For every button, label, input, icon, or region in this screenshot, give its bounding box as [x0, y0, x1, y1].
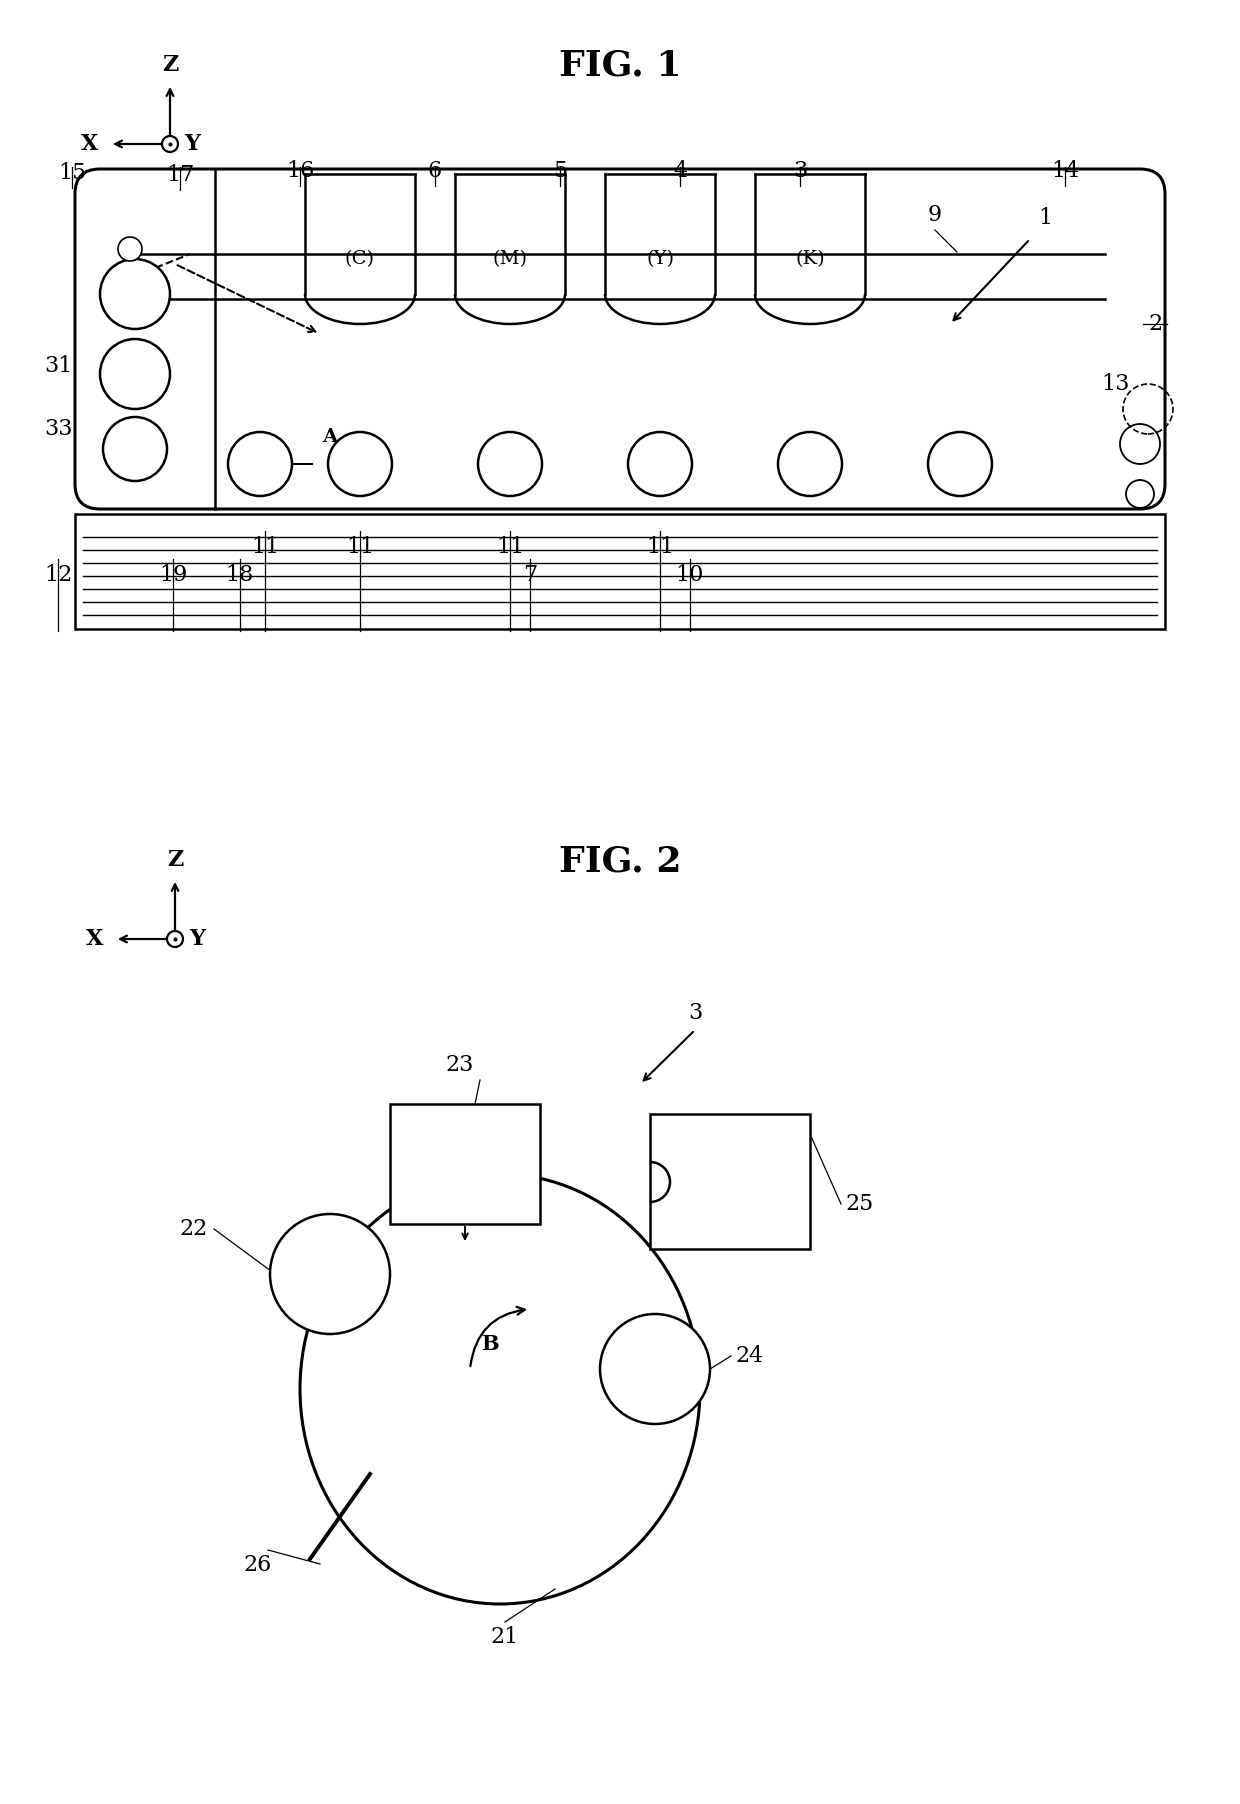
Text: 23: 23: [446, 1054, 474, 1075]
Text: 15: 15: [58, 162, 86, 184]
Text: 1: 1: [1038, 207, 1052, 229]
Ellipse shape: [300, 1174, 701, 1604]
Circle shape: [477, 431, 542, 496]
Text: 13: 13: [1101, 373, 1130, 395]
Circle shape: [118, 236, 143, 262]
Text: Y: Y: [184, 133, 200, 155]
Text: 12: 12: [43, 565, 72, 586]
Text: FIG. 2: FIG. 2: [559, 844, 681, 879]
Text: 33: 33: [43, 419, 72, 440]
Circle shape: [228, 431, 291, 496]
Text: B: B: [481, 1333, 498, 1355]
Text: (C): (C): [345, 251, 374, 269]
Text: Z: Z: [167, 850, 184, 871]
Circle shape: [167, 931, 184, 947]
Text: FIG. 1: FIG. 1: [559, 49, 681, 83]
Text: (K): (K): [795, 251, 825, 269]
Circle shape: [100, 339, 170, 410]
Bar: [650, 1115, 810, 1248]
Circle shape: [928, 431, 992, 496]
Text: 21: 21: [491, 1625, 520, 1649]
Text: 31: 31: [43, 355, 72, 377]
Text: 6: 6: [428, 161, 443, 182]
Text: 8: 8: [136, 305, 150, 327]
Text: (M): (M): [492, 251, 527, 269]
Text: 5: 5: [553, 161, 567, 182]
Circle shape: [270, 1214, 391, 1333]
Circle shape: [103, 417, 167, 482]
Text: (Y): (Y): [646, 251, 675, 269]
Text: 4: 4: [673, 161, 687, 182]
Text: X: X: [81, 133, 98, 155]
Circle shape: [329, 431, 392, 496]
Text: 11: 11: [646, 536, 675, 557]
Text: 3: 3: [688, 1001, 702, 1025]
Text: 10: 10: [676, 565, 704, 586]
Text: 2: 2: [1148, 314, 1162, 336]
FancyBboxPatch shape: [74, 170, 1166, 509]
Circle shape: [600, 1313, 711, 1423]
Text: 26: 26: [244, 1553, 272, 1577]
Circle shape: [1120, 424, 1159, 464]
Text: 25: 25: [844, 1192, 873, 1216]
Text: 18: 18: [226, 565, 254, 586]
Text: Z: Z: [162, 54, 179, 76]
Circle shape: [1126, 480, 1154, 509]
Text: A: A: [322, 428, 337, 446]
Text: 16: 16: [286, 161, 314, 182]
Text: 9: 9: [928, 204, 942, 226]
Circle shape: [162, 135, 179, 152]
Circle shape: [627, 431, 692, 496]
Text: 24: 24: [735, 1346, 764, 1367]
Text: 11: 11: [346, 536, 374, 557]
Text: 19: 19: [159, 565, 187, 586]
Text: 17: 17: [166, 164, 195, 186]
Text: X: X: [86, 927, 103, 951]
Bar: [74, 514, 1166, 630]
Circle shape: [777, 431, 842, 496]
Text: 7: 7: [523, 565, 537, 586]
Text: 3: 3: [792, 161, 807, 182]
Circle shape: [100, 260, 170, 328]
Text: 14: 14: [1050, 161, 1079, 182]
Bar: [391, 1104, 539, 1223]
Text: 11: 11: [496, 536, 525, 557]
Text: 11: 11: [250, 536, 279, 557]
Text: Y: Y: [188, 927, 205, 951]
Text: 22: 22: [180, 1218, 208, 1239]
